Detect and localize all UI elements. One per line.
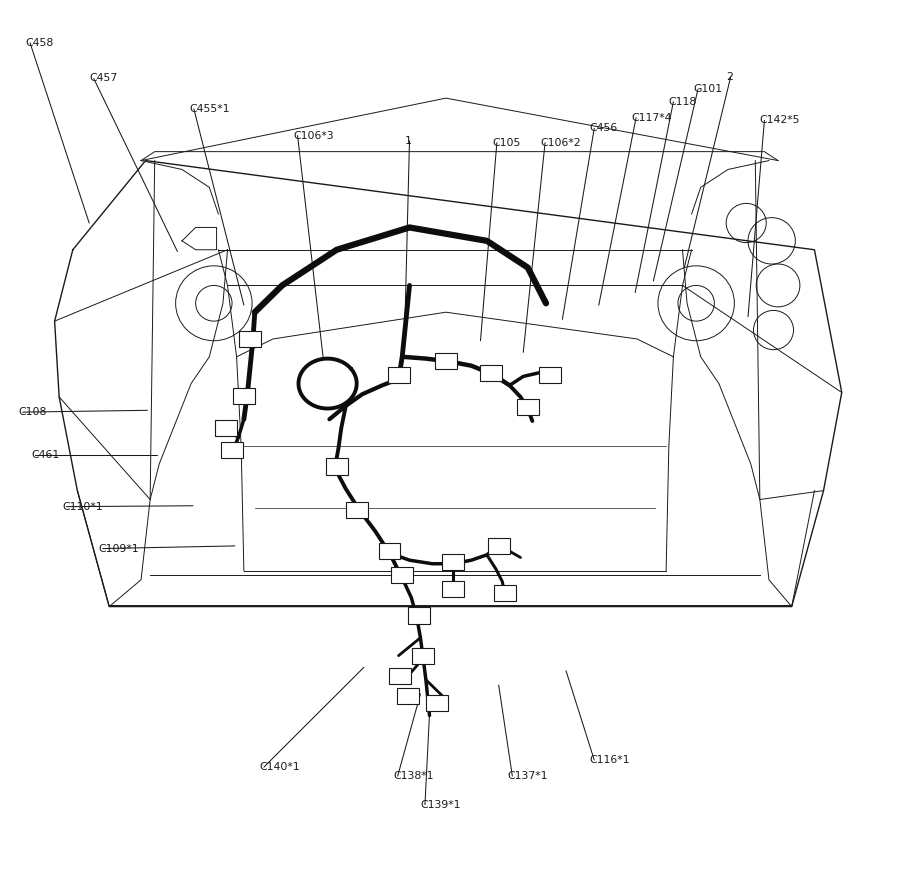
FancyBboxPatch shape	[494, 585, 516, 601]
FancyBboxPatch shape	[397, 688, 419, 704]
Text: C106*3: C106*3	[293, 130, 334, 141]
FancyBboxPatch shape	[539, 367, 561, 383]
FancyBboxPatch shape	[233, 388, 255, 404]
Text: C137*1: C137*1	[508, 771, 549, 781]
Text: C138*1: C138*1	[393, 771, 434, 781]
FancyBboxPatch shape	[239, 331, 261, 347]
Text: C142*5: C142*5	[760, 115, 801, 126]
Text: C457: C457	[89, 73, 117, 84]
Text: C455*1: C455*1	[189, 103, 230, 114]
Text: 2: 2	[726, 71, 733, 82]
Text: C140*1: C140*1	[259, 762, 300, 772]
Text: C105: C105	[492, 137, 521, 148]
FancyBboxPatch shape	[408, 607, 430, 624]
Text: C116*1: C116*1	[590, 755, 631, 765]
FancyBboxPatch shape	[389, 668, 411, 684]
Text: 1: 1	[405, 136, 412, 146]
Text: C139*1: C139*1	[420, 799, 461, 810]
FancyBboxPatch shape	[442, 554, 464, 570]
FancyBboxPatch shape	[326, 458, 348, 475]
FancyBboxPatch shape	[379, 543, 400, 559]
FancyBboxPatch shape	[391, 567, 413, 583]
Text: G101: G101	[693, 84, 723, 95]
Text: C117*4: C117*4	[632, 112, 672, 123]
FancyBboxPatch shape	[346, 502, 368, 518]
FancyBboxPatch shape	[480, 365, 502, 381]
FancyBboxPatch shape	[215, 420, 237, 436]
Text: C456: C456	[590, 123, 618, 134]
FancyBboxPatch shape	[388, 367, 410, 383]
FancyBboxPatch shape	[488, 538, 510, 554]
Text: C461: C461	[31, 450, 59, 460]
FancyBboxPatch shape	[442, 581, 464, 597]
FancyBboxPatch shape	[426, 695, 448, 711]
Text: C109*1: C109*1	[98, 543, 139, 554]
FancyBboxPatch shape	[517, 399, 539, 415]
FancyBboxPatch shape	[221, 442, 243, 458]
Text: C118: C118	[669, 96, 697, 107]
Text: C106*2: C106*2	[541, 137, 581, 148]
FancyBboxPatch shape	[435, 353, 457, 369]
Text: C458: C458	[25, 37, 54, 48]
FancyBboxPatch shape	[412, 648, 434, 664]
Text: C108: C108	[18, 407, 46, 417]
Text: C110*1: C110*1	[62, 501, 103, 512]
